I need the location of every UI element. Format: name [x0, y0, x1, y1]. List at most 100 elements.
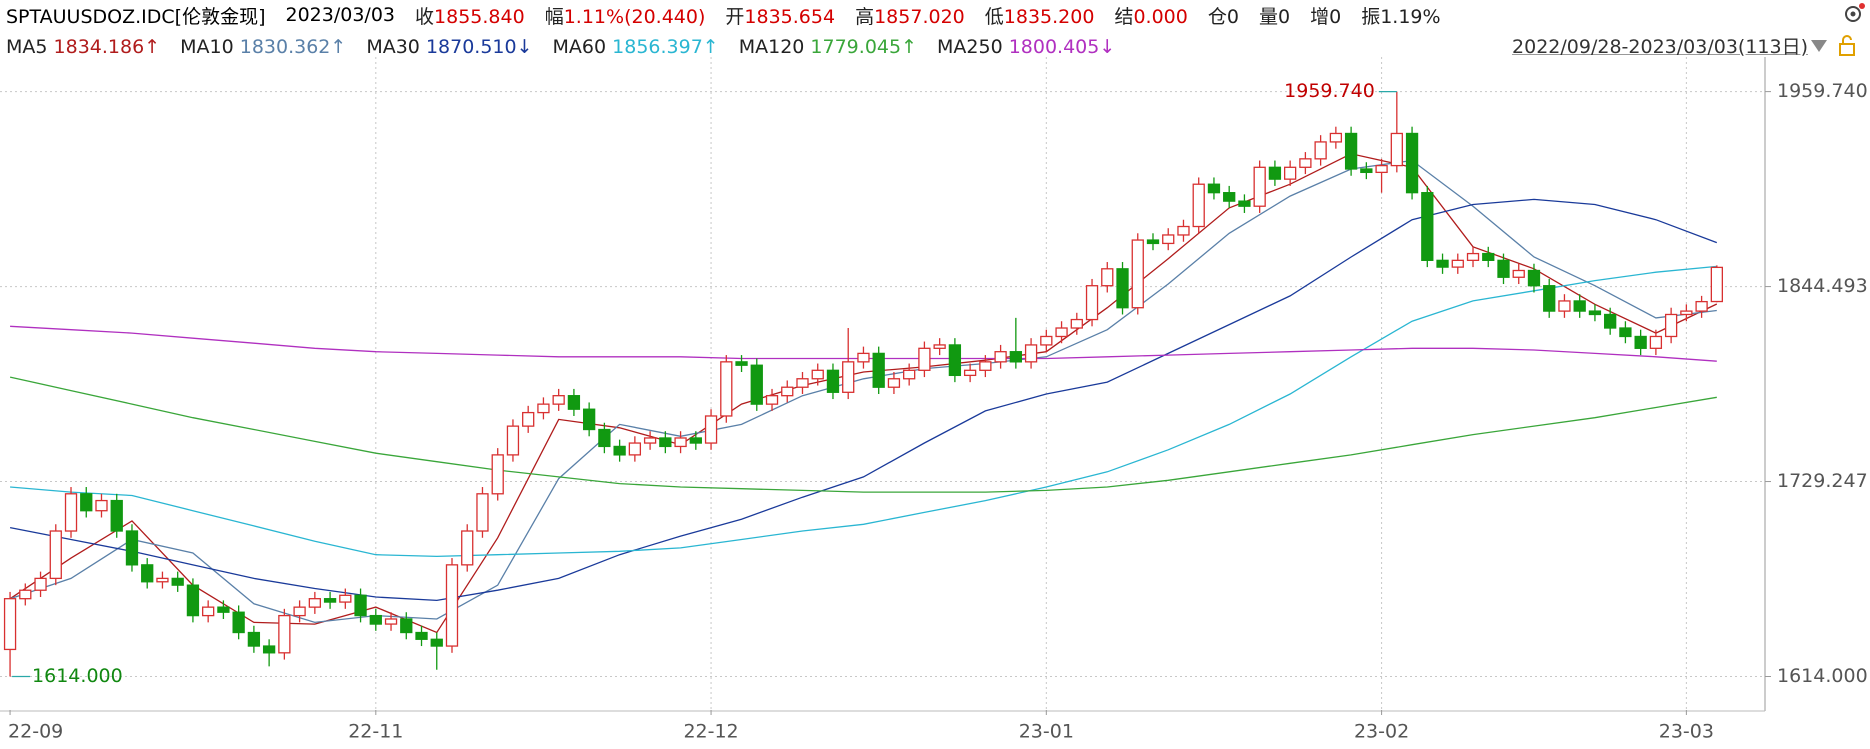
- candle-body: [872, 352, 885, 388]
- legend-value: 1834.186↑: [53, 36, 161, 58]
- candle-body: [339, 594, 352, 603]
- candle-body: [1375, 164, 1388, 174]
- candle-body: [476, 493, 489, 532]
- candle-body: [1527, 269, 1541, 287]
- quote-field: 振1.19%: [1361, 2, 1440, 29]
- candle-body: [826, 369, 840, 393]
- legend-item: MA250 1800.405↓: [937, 36, 1115, 58]
- legend-value: 1870.510↓: [425, 36, 533, 58]
- field-value: 0: [1226, 5, 1239, 28]
- candle-body: [1573, 300, 1586, 312]
- candle-body: [461, 530, 474, 566]
- field-label: 结: [1114, 5, 1134, 28]
- quote-field: 收1855.840: [415, 2, 525, 29]
- y-tick-label: 1959.740: [1777, 80, 1868, 102]
- quote-field: 开1835.654: [725, 2, 835, 29]
- candle-body: [735, 361, 748, 366]
- date: 2023/03/03: [285, 4, 396, 26]
- settings-icon[interactable]: [1845, 3, 1865, 22]
- candle-body: [506, 425, 520, 456]
- candle-body: [842, 361, 855, 393]
- field-value: 1857.020: [874, 5, 965, 28]
- candle-body: [1314, 141, 1327, 160]
- candle-body: [308, 598, 321, 608]
- ma-line: [9, 198, 1718, 602]
- candle-body: [704, 415, 718, 444]
- candle-body: [1253, 166, 1266, 207]
- legend-value: 1779.045↑: [810, 36, 917, 58]
- ma-line: [9, 153, 1718, 634]
- candle-body: [1604, 313, 1617, 329]
- candle-body: [552, 395, 565, 405]
- field-label: 收: [415, 5, 435, 28]
- candle-body: [903, 369, 916, 380]
- candle-body: [1421, 192, 1434, 261]
- dropdown-arrow[interactable]: [1811, 40, 1827, 52]
- candle-body: [19, 589, 32, 600]
- candle-body: [796, 378, 809, 388]
- candle-body: [1710, 266, 1723, 303]
- candle-body: [1131, 239, 1144, 309]
- quote-field: 高1857.020: [855, 2, 965, 29]
- field-label: 量: [1258, 5, 1278, 28]
- field-value: 1855.840: [434, 5, 525, 28]
- field-label: 仓: [1207, 5, 1227, 28]
- candle-body: [720, 361, 733, 417]
- candle-body: [582, 408, 596, 431]
- candle-body: [232, 611, 245, 634]
- candle-body: [384, 618, 398, 625]
- y-tick-label: 1729.247: [1777, 470, 1868, 492]
- candle-body: [217, 606, 230, 613]
- y-tick-label: 1614.000: [1777, 665, 1868, 687]
- quote-field: 增0: [1310, 2, 1341, 29]
- candle-body: [1390, 132, 1403, 167]
- legend-name: MA30: [366, 36, 420, 58]
- lock-icon[interactable]: [1839, 35, 1855, 56]
- candle-body: [857, 352, 870, 363]
- candle-body: [1360, 168, 1373, 174]
- candle-body: [1268, 166, 1282, 180]
- candle-body: [948, 344, 962, 377]
- annotation-label: 1614.000: [32, 665, 123, 687]
- annotation-label: 1959.740: [1284, 80, 1375, 102]
- candle-body: [1162, 234, 1175, 245]
- candle-body: [1192, 183, 1205, 228]
- quote-field: 低1835.200: [985, 2, 1095, 29]
- candle-body: [1436, 259, 1449, 268]
- candle-body: [1558, 300, 1571, 312]
- candle-body: [445, 564, 459, 647]
- legend-item: MA120 1779.045↑: [739, 36, 917, 58]
- x-tick-label: 23-03: [1659, 721, 1714, 743]
- quote-bar: SPTAUUSDOZ.IDC[伦敦金现] 2023/03/03 收1855.84…: [6, 2, 1461, 28]
- candle-body: [1009, 351, 1022, 363]
- candle-body: [110, 499, 123, 532]
- candle-body: [1299, 158, 1312, 168]
- plot: 1959.740 1844.493 1729.247 1614.000 22-09 22-…: [0, 57, 1868, 743]
- candle-body: [1619, 327, 1632, 338]
- candle-body: [689, 437, 702, 444]
- candle-body: [1177, 225, 1190, 236]
- candle-body: [171, 577, 184, 586]
- candle-body: [1482, 252, 1495, 261]
- legend-item: MA30 1870.510↓: [366, 36, 532, 58]
- candle-body: [1405, 132, 1419, 194]
- candle-body: [156, 577, 169, 583]
- ma-line: [9, 159, 1717, 624]
- candle-body: [1085, 285, 1099, 321]
- candle-body: [202, 606, 215, 617]
- candle-body: [1344, 132, 1358, 170]
- legend-name: MA120: [738, 36, 805, 58]
- candle-body: [781, 386, 794, 397]
- date-range[interactable]: 2022/09/28-2023/03/03(113日): [1512, 36, 1808, 58]
- candle-body: [278, 614, 291, 654]
- candle-body: [1116, 268, 1129, 309]
- field-label: 开: [725, 5, 745, 28]
- candle-body: [1329, 132, 1343, 143]
- candle-body: [887, 378, 901, 388]
- candle-body: [1207, 183, 1221, 194]
- x-tick-label: 23-02: [1354, 721, 1409, 743]
- candle-body: [49, 530, 62, 580]
- candle-body: [1497, 259, 1510, 278]
- candle-body: [1024, 344, 1038, 363]
